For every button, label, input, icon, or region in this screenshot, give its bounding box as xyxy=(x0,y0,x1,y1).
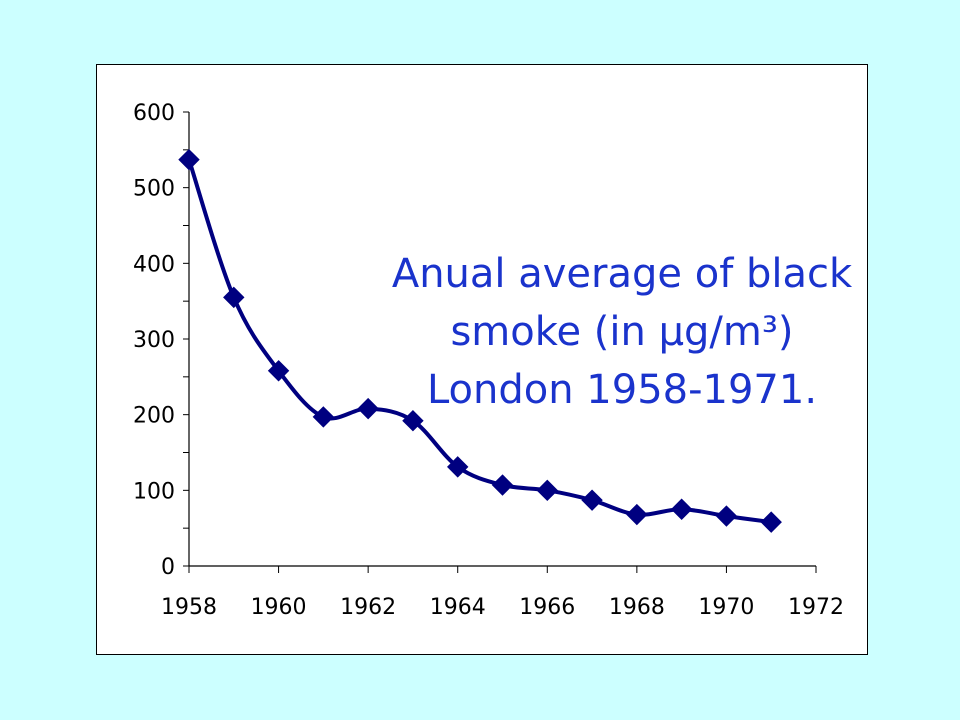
data-point xyxy=(447,456,469,478)
data-point xyxy=(357,397,379,420)
x-tick-label: 1958 xyxy=(161,595,217,620)
y-tick-label: 100 xyxy=(133,479,175,504)
chart-title: Anual average of black smoke (in μg/m³) … xyxy=(367,245,877,419)
x-tick-label: 1970 xyxy=(698,595,754,620)
data-point xyxy=(491,474,514,496)
chart-plot: 0 100 200 300 400 500 600 1958 1960 1962 1964 1966… xyxy=(133,101,844,620)
x-tick-label: 1972 xyxy=(788,595,844,620)
x-tick-label: 1968 xyxy=(609,595,665,620)
chart-frame: 0 100 200 300 400 500 600 1958 1960 1962 1964 1966… xyxy=(96,64,868,655)
x-tick-label: 1960 xyxy=(251,595,307,620)
y-tick-label: 0 xyxy=(161,555,175,580)
data-point xyxy=(670,498,693,520)
data-point xyxy=(312,406,335,428)
chart-title-line-3: London 1958-1971. xyxy=(426,367,818,413)
data-point xyxy=(760,511,782,533)
data-point xyxy=(402,410,424,432)
y-tick-label: 300 xyxy=(133,328,175,353)
x-tick-label: 1962 xyxy=(340,595,396,620)
y-axis: 0 100 200 300 400 500 600 xyxy=(133,101,190,580)
data-point xyxy=(715,505,738,527)
x-tick-label: 1964 xyxy=(430,595,486,620)
x-tick-label: 1966 xyxy=(519,595,575,620)
data-point xyxy=(223,286,245,309)
y-tick-label: 600 xyxy=(133,101,175,126)
data-point xyxy=(626,503,648,526)
chart-title-line-2: smoke (in μg/m³) xyxy=(450,309,794,355)
x-axis: 1958 1960 1962 1964 1966 1968 1970 1972 xyxy=(161,565,844,620)
data-point xyxy=(178,148,200,171)
y-tick-label: 200 xyxy=(133,404,175,429)
data-point xyxy=(267,360,290,382)
y-tick-label: 400 xyxy=(133,252,175,277)
chart-title-line-1: Anual average of black xyxy=(391,251,853,297)
data-point xyxy=(581,489,603,511)
series-smoke xyxy=(178,148,782,533)
y-tick-label: 500 xyxy=(133,177,175,202)
data-point xyxy=(536,479,558,502)
